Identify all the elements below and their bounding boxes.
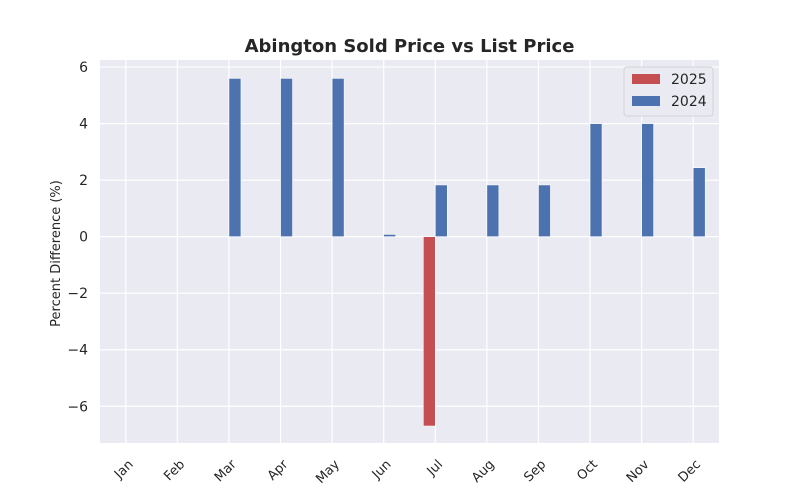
bar-2024-may — [331, 78, 345, 237]
y-tick-label: 0 — [79, 230, 88, 246]
legend: 2025 2024 — [623, 66, 714, 117]
y-axis-ticks: −6 −4 −2 0 2 4 6 — [67, 60, 88, 415]
y-tick-label: −2 — [67, 286, 88, 302]
chart-title: Abington Sold Price vs List Price — [245, 36, 575, 57]
bar-2024-nov — [641, 123, 654, 237]
bars — [228, 78, 706, 427]
bar-2024-sep — [538, 184, 551, 237]
grid — [100, 60, 719, 443]
y-tick-label: 6 — [79, 60, 88, 76]
bar-2024-jul — [434, 184, 448, 237]
bar-2024-mar — [228, 78, 242, 237]
bar-2025-jul — [422, 236, 436, 427]
legend-swatch-2024 — [632, 96, 660, 106]
y-tick-label: 2 — [79, 173, 88, 189]
bar-2024-dec — [692, 167, 706, 237]
plot-area — [100, 60, 719, 443]
legend-swatch-2025 — [632, 74, 660, 84]
bar-2024-oct — [589, 123, 603, 237]
y-tick-label: 4 — [79, 117, 88, 133]
y-tick-label: −6 — [67, 399, 88, 415]
bar-2024-apr — [280, 78, 293, 237]
bar-2024-aug — [486, 184, 500, 237]
legend-label-2024: 2024 — [671, 94, 707, 110]
y-axis-label: Percent Difference (%) — [49, 180, 64, 327]
bar-2024-jun — [383, 234, 397, 237]
y-tick-label: −4 — [67, 343, 88, 359]
legend-label-2025: 2025 — [671, 72, 707, 88]
